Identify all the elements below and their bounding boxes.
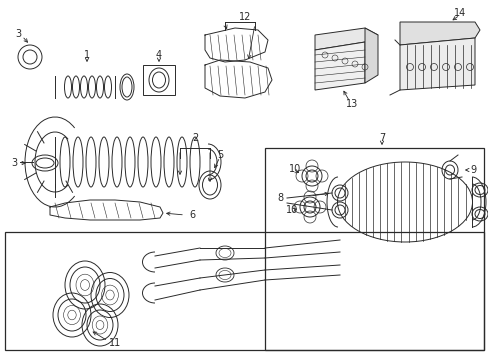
Text: 7: 7 [378, 133, 385, 143]
Text: 2: 2 [191, 133, 198, 143]
Text: 13: 13 [345, 99, 357, 109]
Text: 3: 3 [11, 158, 17, 168]
Text: 11: 11 [109, 338, 121, 348]
Bar [142, 65, 175, 95]
Polygon shape [364, 28, 377, 83]
Bar [5, 232, 483, 350]
Text: 3: 3 [15, 29, 21, 39]
Text: 8: 8 [276, 193, 283, 203]
Polygon shape [314, 42, 364, 90]
Text: 5: 5 [217, 150, 223, 160]
Polygon shape [314, 28, 377, 50]
Bar [264, 148, 483, 350]
Text: 10: 10 [285, 205, 298, 215]
Text: 9: 9 [469, 165, 475, 175]
Text: 4: 4 [156, 50, 162, 60]
Text: 1: 1 [84, 50, 90, 60]
Text: 12: 12 [238, 12, 251, 22]
Text: 14: 14 [453, 8, 465, 18]
Polygon shape [399, 38, 474, 90]
Text: 6: 6 [188, 210, 195, 220]
Polygon shape [399, 22, 479, 45]
Text: 10: 10 [288, 164, 301, 174]
